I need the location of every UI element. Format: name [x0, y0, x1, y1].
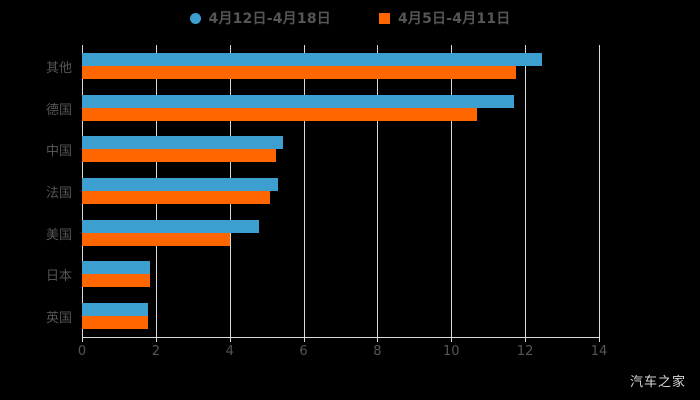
y-axis-label: 英国 — [45, 311, 72, 327]
y-axis-label: 其他 — [45, 60, 72, 76]
x-axis-tick-label: 10 — [443, 344, 460, 359]
bar-group — [82, 212, 599, 254]
bar[interactable] — [82, 65, 516, 79]
x-axis-tick — [82, 337, 83, 342]
watermark: 汽车之家 — [629, 375, 686, 390]
x-axis-line — [82, 337, 600, 338]
gridline — [451, 45, 453, 337]
bar[interactable] — [82, 303, 149, 317]
circle-marker-icon — [189, 12, 201, 24]
bar[interactable] — [82, 316, 149, 330]
legend-label-series-a: 4月12日-4月18日 — [208, 11, 331, 27]
y-axis-label: 法国 — [45, 186, 72, 201]
legend-item-series-a[interactable]: 4月12日-4月18日 — [189, 8, 331, 28]
bar-group — [82, 45, 599, 87]
gridline — [303, 45, 305, 337]
legend-item-series-b[interactable]: 4月5日-4月11日 — [378, 8, 511, 28]
bar[interactable] — [82, 149, 276, 163]
bar-group — [82, 254, 599, 296]
x-axis-tick-label: 14 — [590, 344, 608, 359]
gridline — [525, 45, 527, 337]
x-axis-tick — [599, 337, 600, 342]
legend-label-series-b: 4月5日-4月11日 — [397, 11, 511, 27]
y-axis-label: 美国 — [45, 227, 72, 243]
chart-legend: 4月12日-4月18日 4月5日-4月11日 — [0, 8, 700, 28]
x-axis-tick-label: 4 — [225, 344, 234, 359]
gridline — [377, 45, 379, 337]
bar-group — [82, 170, 599, 212]
y-axis-label: 德国 — [45, 102, 72, 118]
bar[interactable] — [82, 94, 515, 108]
x-axis-tick-label: 8 — [373, 344, 382, 359]
x-axis-tick — [525, 337, 527, 342]
bar[interactable] — [82, 232, 230, 246]
bar[interactable] — [82, 190, 271, 204]
x-axis-tick — [377, 337, 379, 342]
bar[interactable] — [82, 219, 260, 233]
y-axis-label: 日本 — [45, 269, 72, 285]
bar-group — [82, 128, 599, 170]
x-axis-tick — [155, 337, 157, 342]
square-marker-icon — [378, 12, 390, 24]
bar[interactable] — [82, 136, 284, 150]
bar[interactable] — [82, 177, 278, 191]
plot-area — [82, 45, 600, 337]
bar-group — [82, 295, 599, 337]
x-axis-tick-label: 6 — [299, 344, 308, 359]
x-axis-tick — [303, 337, 305, 342]
y-axis-labels: 其他德国中国法国美国日本英国 — [0, 45, 72, 337]
x-axis-tick — [229, 337, 231, 342]
x-axis-tick — [451, 337, 453, 342]
bar-group — [82, 87, 599, 129]
x-axis-tick-label: 12 — [516, 344, 534, 359]
bar[interactable] — [82, 52, 542, 66]
x-axis-tick-label: 2 — [151, 344, 160, 359]
bar[interactable] — [82, 274, 151, 288]
y-axis-label: 中国 — [45, 144, 72, 160]
bar[interactable] — [82, 107, 478, 121]
x-axis-tick-label: 0 — [77, 344, 87, 359]
gridline — [599, 45, 600, 337]
bar[interactable] — [82, 261, 151, 275]
